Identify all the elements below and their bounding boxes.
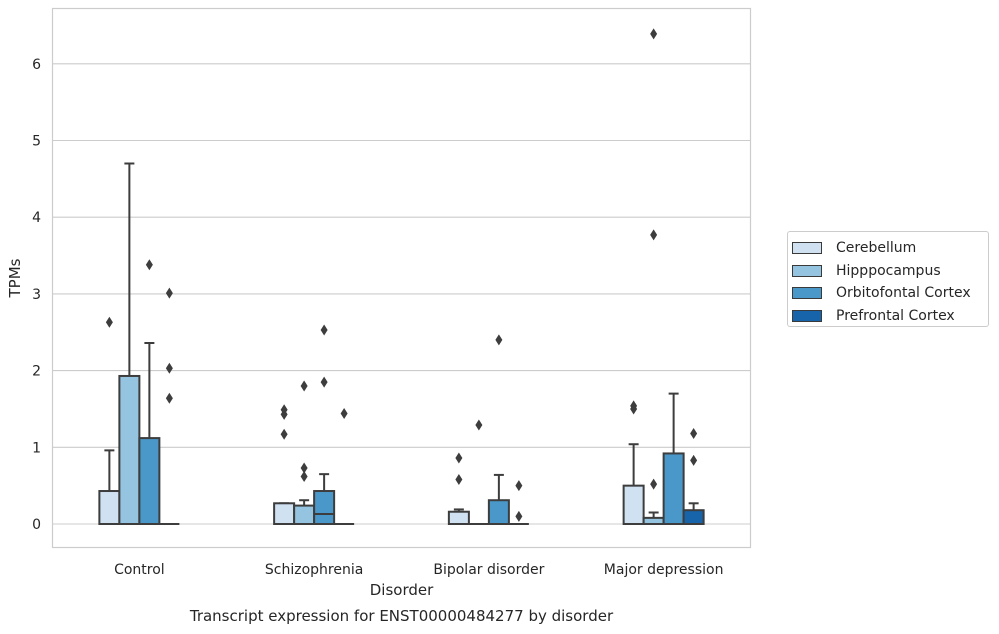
box-rect <box>662 452 685 526</box>
outlier-point <box>650 229 658 241</box>
legend-item: Prefrontal Cortex <box>792 305 988 328</box>
box-orbitofontal-cortex <box>487 334 510 525</box>
outlier-point <box>455 452 463 464</box>
outlier-point <box>475 419 483 431</box>
outlier-point <box>690 454 698 466</box>
legend-label: Orbitofontal Cortex <box>836 285 971 302</box>
box-rect <box>622 484 645 525</box>
legend-swatch <box>792 309 822 322</box>
box-rect <box>682 509 705 525</box>
box-prefrontal-cortex <box>508 480 529 525</box>
outlier-point <box>340 408 348 420</box>
y-tick-label: 4 <box>32 210 41 226</box>
outlier-point <box>515 480 523 492</box>
y-tick-label: 0 <box>32 517 41 533</box>
boxes-layer <box>98 28 705 526</box>
outlier-point <box>650 478 658 490</box>
x-tick-label: Control <box>114 562 165 578</box>
y-tick-label: 2 <box>32 364 41 380</box>
outlier-point <box>320 324 328 336</box>
y-tick-label: 3 <box>32 287 41 303</box>
box-cerebellum <box>98 316 121 526</box>
box-orbitofontal-cortex <box>138 259 161 526</box>
box-rect <box>447 510 470 525</box>
box-rect <box>313 490 336 526</box>
legend-item: Orbitofontal Cortex <box>792 282 988 305</box>
box-rect <box>273 502 296 525</box>
y-tick-label: 6 <box>32 57 41 73</box>
box-rect <box>293 504 316 526</box>
y-axis-label: TPMs <box>6 258 24 298</box>
y-axis-ticks: 0 1 2 3 4 5 6 <box>32 57 41 533</box>
outlier-point <box>690 427 698 439</box>
outlier-point <box>650 28 658 40</box>
outlier-point <box>280 428 288 440</box>
box-prefrontal-cortex <box>682 427 705 525</box>
box-orbitofontal-cortex <box>662 392 685 526</box>
x-axis-label: Disorder <box>369 581 434 599</box>
outlier-point <box>300 470 308 482</box>
x-tick-label: Major depression <box>604 562 724 578</box>
legend-label: Prefrontal Cortex <box>836 307 955 324</box>
outlier-point <box>455 474 463 486</box>
outlier-point <box>515 510 523 522</box>
legend-label: Hipppocampus <box>836 262 941 279</box>
y-tick-label: 1 <box>32 440 41 456</box>
box-rect <box>138 437 161 526</box>
box-hipppocampus <box>468 419 489 525</box>
box-prefrontal-cortex <box>159 287 180 525</box>
outlier-point <box>165 287 173 299</box>
legend-label: Cerebellum <box>836 240 917 257</box>
outlier-point <box>300 462 308 474</box>
box-orbitofontal-cortex <box>313 324 336 526</box>
x-tick-label: Bipolar disorder <box>433 562 544 578</box>
box-rect <box>98 490 121 526</box>
plot-area-frame <box>51 7 752 549</box>
outlier-point <box>320 376 328 388</box>
outlier-point <box>165 362 173 374</box>
legend: Cerebellum Hipppocampus Orbitofontal Corte… <box>787 231 989 327</box>
legend-item: Cerebellum <box>792 237 988 260</box>
outlier-point <box>630 400 638 412</box>
outlier-point <box>280 404 288 416</box>
box-cerebellum <box>447 452 470 525</box>
legend-swatch <box>792 242 822 255</box>
outlier-point <box>300 380 308 392</box>
box-cerebellum <box>273 404 296 525</box>
y-tick-label: 5 <box>32 134 41 150</box>
outlier-point <box>145 259 153 271</box>
box-prefrontal-cortex <box>334 408 355 525</box>
x-axis-ticks: Control Schizophrenia Bipolar disorder Majo… <box>114 562 723 578</box>
box-hipppocampus <box>293 380 316 526</box>
box-rect <box>487 499 510 525</box>
box-cerebellum <box>622 400 645 525</box>
outlier-point <box>105 316 113 328</box>
legend-item: Hipppocampus <box>792 260 988 283</box>
box-rect <box>118 374 141 525</box>
box-hipppocampus <box>642 28 665 526</box>
legend-swatch <box>792 264 822 277</box>
outlier-point <box>165 392 173 404</box>
legend-swatch <box>792 287 822 300</box>
outlier-point <box>495 334 503 346</box>
chart-caption: Transcript expression for ENST0000048427… <box>189 607 614 625</box>
x-tick-label: Schizophrenia <box>265 562 363 578</box>
